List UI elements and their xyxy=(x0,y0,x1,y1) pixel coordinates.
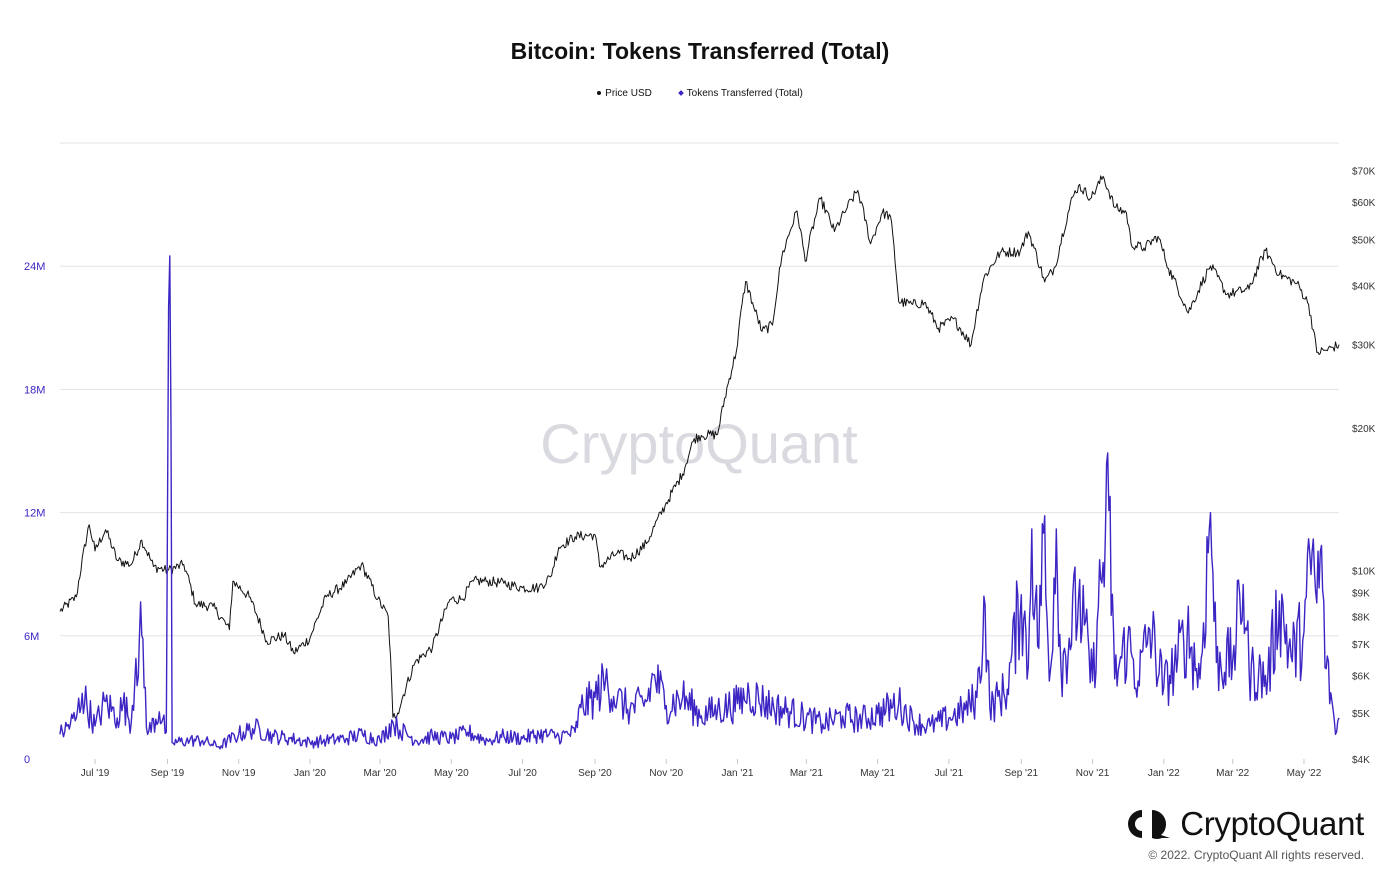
x-tick-label: Mar '20 xyxy=(364,768,397,779)
x-axis: Jul '19 Sep '19 Nov '19 Jan '20 Mar '20 May '… xyxy=(81,759,1322,779)
brand-name: CryptoQuant xyxy=(1180,805,1364,842)
x-tick-label: Jul '21 xyxy=(935,768,964,779)
legend-item-price[interactable]: Price USD xyxy=(597,88,652,99)
x-tick-label: Nov '20 xyxy=(649,768,683,779)
x-tick-label: Jan '22 xyxy=(1148,768,1180,779)
right-tick-label: $8K xyxy=(1352,612,1370,623)
right-tick-label: $30K xyxy=(1352,341,1376,352)
right-tick-label: $6K xyxy=(1352,672,1370,683)
right-tick-label: $60K xyxy=(1352,198,1376,209)
cryptoquant-logo-icon xyxy=(1128,809,1172,839)
x-tick-label: May '21 xyxy=(860,768,895,779)
copyright-text: © 2022. CryptoQuant All rights reserved. xyxy=(1148,848,1364,862)
right-tick-label: $10K xyxy=(1352,567,1376,578)
chart-title: Bitcoin: Tokens Transferred (Total) xyxy=(510,38,890,64)
watermark: CryptoQuant xyxy=(540,412,858,475)
x-tick-label: Sep '20 xyxy=(578,768,612,779)
legend: Price USD Tokens Transferred (Total) xyxy=(0,88,1400,99)
left-tick-label: 0 xyxy=(24,754,30,766)
legend-label-tokens: Tokens Transferred (Total) xyxy=(686,88,803,99)
brand-logo-block: CryptoQuant xyxy=(1128,804,1364,844)
x-tick-label: Sep '19 xyxy=(151,768,185,779)
left-tick-label: 24M xyxy=(24,261,45,273)
x-tick-label: Jul '20 xyxy=(508,768,537,779)
right-tick-label: $4K xyxy=(1352,755,1370,766)
x-tick-label: Jan '21 xyxy=(721,768,753,779)
right-tick-label: $9K xyxy=(1352,588,1370,599)
right-tick-label: $20K xyxy=(1352,424,1376,435)
right-tick-label: $50K xyxy=(1352,236,1376,247)
chart-plot: CryptoQuant 0 6M 12M 18M 24M $4K $5K $6K $7K $8K… xyxy=(24,142,1376,779)
right-tick-label: $40K xyxy=(1352,282,1376,293)
right-axis: $4K $5K $6K $7K $8K $9K $10K $20K $30K $40K $50K $6… xyxy=(1352,166,1376,766)
legend-dot-price-icon xyxy=(597,91,602,96)
right-tick-label: $5K xyxy=(1352,709,1370,720)
legend-label-price: Price USD xyxy=(605,88,652,99)
x-tick-label: Nov '19 xyxy=(222,768,256,779)
grid-lines xyxy=(60,142,1339,637)
x-tick-label: Nov '21 xyxy=(1076,768,1110,779)
left-tick-label: 18M xyxy=(24,384,45,396)
x-tick-label: Mar '21 xyxy=(790,768,823,779)
left-tick-label: 12M xyxy=(24,508,45,520)
right-tick-label: $7K xyxy=(1352,640,1370,651)
legend-item-tokens[interactable]: Tokens Transferred (Total) xyxy=(677,88,803,99)
x-tick-label: Jul '19 xyxy=(81,768,110,779)
series-line-price xyxy=(59,175,1340,719)
x-tick-label: Jan '20 xyxy=(294,768,326,779)
series-line-tokens xyxy=(59,255,1340,750)
x-tick-label: May '20 xyxy=(434,768,469,779)
x-tick-label: May '22 xyxy=(1287,768,1322,779)
right-tick-label: $70K xyxy=(1352,166,1376,177)
series-lines xyxy=(59,175,1340,750)
left-tick-label: 6M xyxy=(24,631,39,643)
left-axis: 0 6M 12M 18M 24M xyxy=(24,261,45,766)
x-tick-label: Sep '21 xyxy=(1004,768,1038,779)
x-tick-label: Mar '22 xyxy=(1216,768,1249,779)
